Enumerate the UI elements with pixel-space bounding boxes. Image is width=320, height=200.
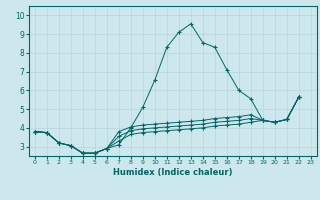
X-axis label: Humidex (Indice chaleur): Humidex (Indice chaleur): [113, 168, 233, 177]
